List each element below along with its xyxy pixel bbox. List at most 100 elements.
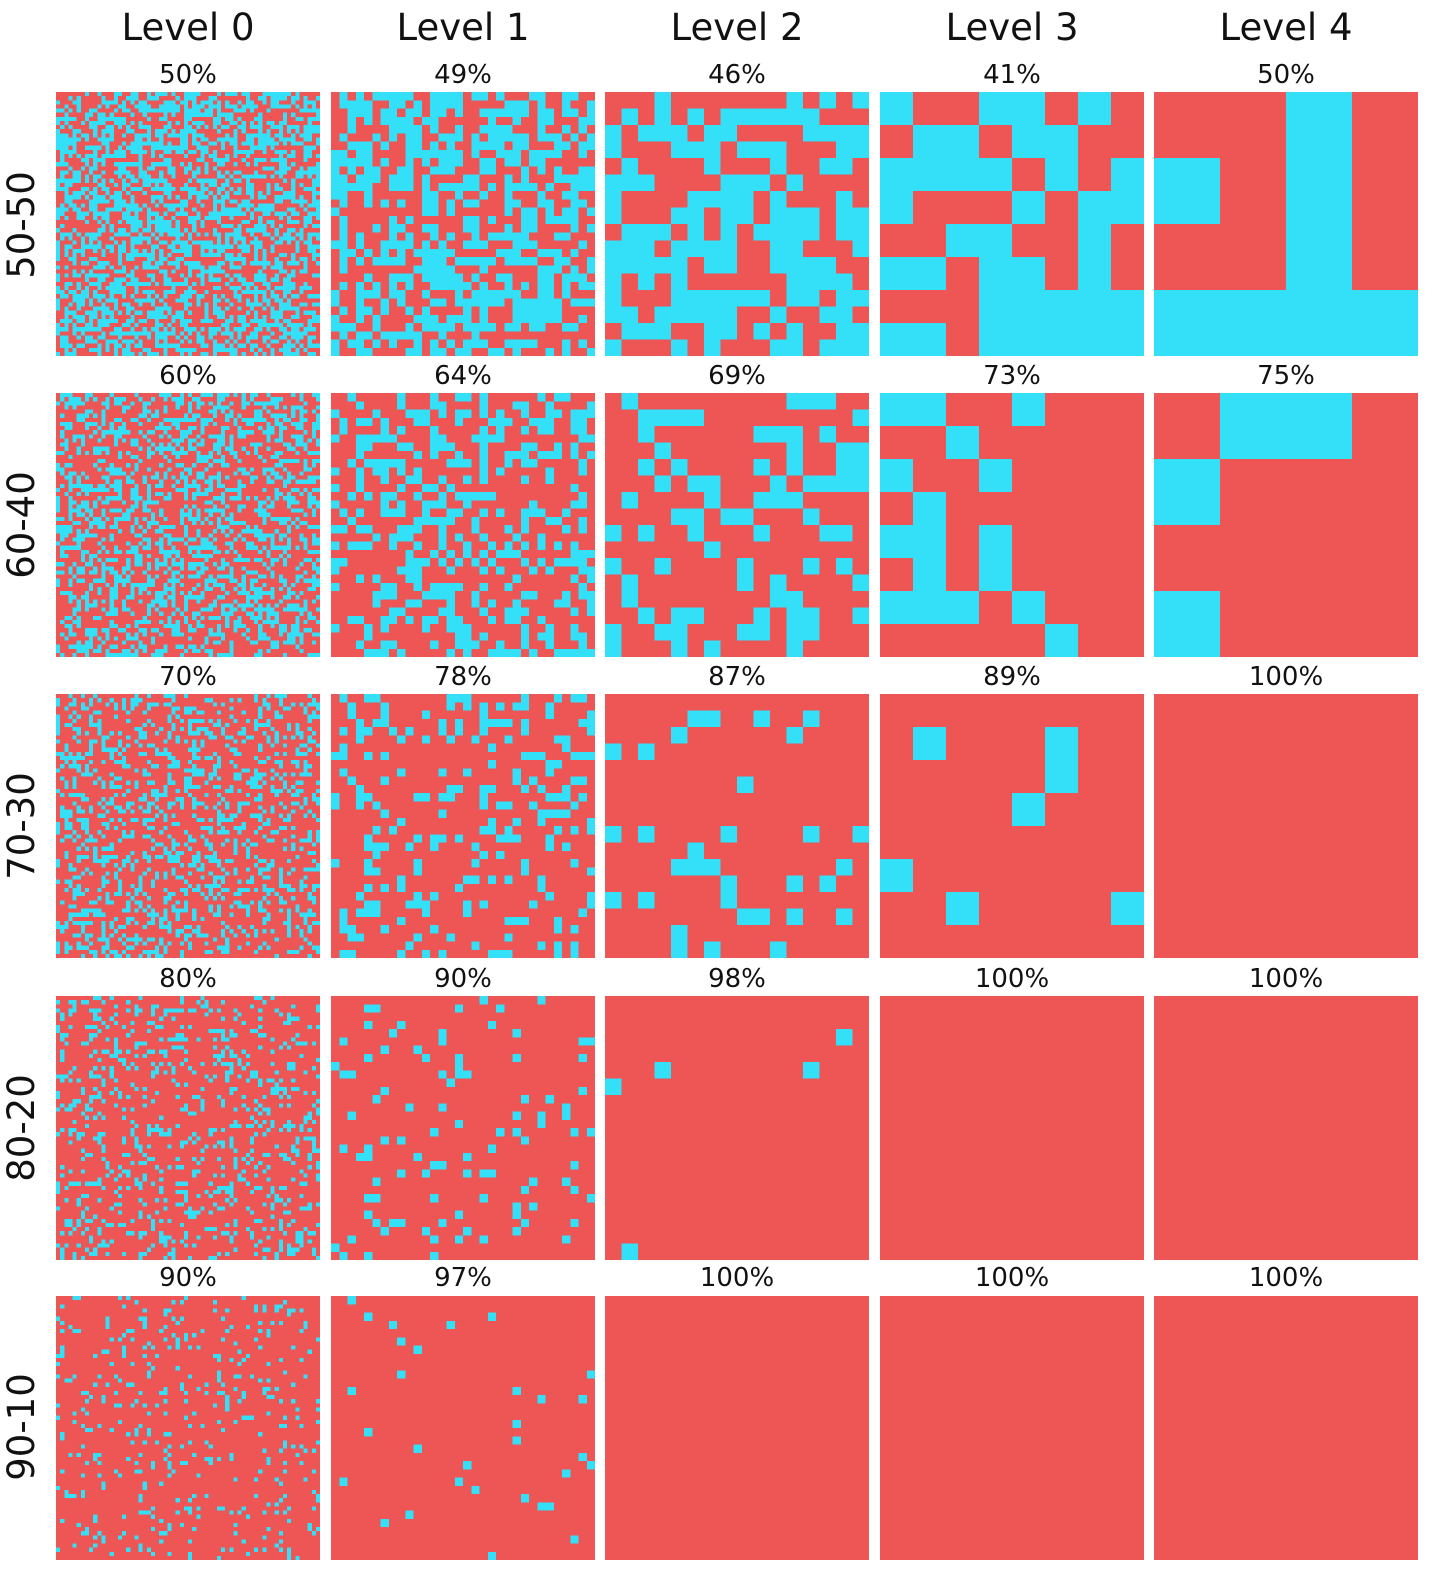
minority-cell [64,195,69,200]
minority-cell [113,652,118,657]
minority-cell [278,426,283,431]
minority-cell [208,191,213,196]
minority-cell [654,475,672,493]
minority-cell [803,475,820,493]
minority-cell [520,108,530,117]
minority-cell [188,636,193,641]
minority-cell [122,409,127,414]
minority-cell [586,141,595,150]
minority-cell [979,92,1013,126]
minority-cell [496,273,505,282]
minority-cell [76,137,81,142]
minority-cell [134,149,139,154]
minority-cell [126,203,131,208]
minority-cell [84,232,90,237]
minority-cell [430,273,439,282]
minority-cell [200,186,205,192]
minority-cell [463,648,472,657]
minority-cell [487,599,497,608]
minority-cell [200,195,205,200]
minority-cell [60,141,65,146]
minority-cell [262,298,267,303]
minority-cell [274,232,279,237]
minority-cell [446,248,455,258]
minority-cell [529,323,538,332]
minority-cell [196,294,201,299]
minority-cell [537,533,546,542]
minority-cell [192,108,197,113]
minority-cell [221,174,226,179]
minority-cell [146,347,151,352]
minority-cell [287,285,292,291]
minority-cell [117,207,123,212]
minority-cell [229,520,234,526]
minority-cell [446,566,455,575]
minority-cell [126,331,131,336]
minority-cell [138,525,143,530]
minority-cell [150,578,156,583]
minority-cell [537,508,546,517]
minority-cell [388,492,398,501]
minority-cell [266,426,271,431]
minority-cell [249,195,255,200]
minority-cell [138,166,143,171]
minority-cell [150,450,156,455]
minority-cell [196,549,201,554]
minority-cell [479,108,488,117]
minority-cell [295,347,300,352]
minority-cell [803,607,820,625]
minority-cell [266,479,271,484]
minority-cell [537,158,546,167]
minority-cell [216,108,222,113]
minority-cell [315,578,320,583]
minority-cell [282,900,288,905]
minority-cell [163,125,168,130]
minority-cell [299,182,304,187]
minority-cell [56,648,61,653]
minority-cell [183,483,189,488]
minority-cell [254,863,259,868]
minority-cell [586,549,595,559]
minority-cell [163,417,168,422]
minority-cell [188,166,193,171]
minority-cell [504,323,513,332]
minority-cell [704,141,721,159]
minority-cell [56,644,61,649]
minority-cell [299,228,304,233]
minority-cell [93,578,98,583]
minority-cell [183,525,189,530]
minority-cell [105,310,110,315]
minority-cell [159,215,164,220]
minority-cell [254,586,259,592]
minority-cell [76,624,81,629]
minority-cell [454,459,464,468]
minority-cell [126,145,131,150]
minority-cell [562,339,571,348]
minority-cell [241,323,246,328]
minority-cell [204,252,209,258]
minority-cell [196,570,201,575]
minority-cell [183,129,189,134]
minority-cell [80,269,85,274]
minority-cell [64,475,69,480]
minority-cell [60,335,65,340]
minority-cell [562,558,571,567]
minority-cell [142,628,147,633]
minority-cell [196,302,201,307]
minority-cell [196,529,201,534]
minority-cell [291,125,296,130]
minority-cell [237,244,242,249]
minority-cell [105,405,110,410]
minority-cell [237,467,242,472]
percentage-label: 87% [708,662,766,692]
minority-cell [479,632,488,641]
minority-cell [225,743,230,748]
minority-cell [819,306,837,324]
minority-cell [303,599,308,604]
minority-cell [138,459,143,464]
minority-cell [126,562,131,567]
minority-cell [303,628,308,633]
minority-cell [233,628,238,633]
minority-cell [520,339,530,348]
minority-cell [60,125,65,130]
